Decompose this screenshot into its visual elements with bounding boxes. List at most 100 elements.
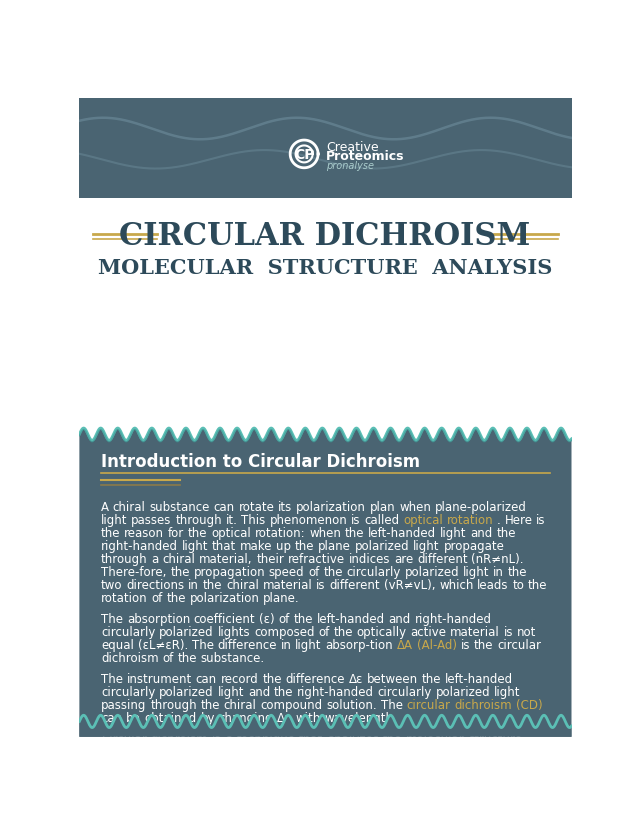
Text: vibrating: vibrating <box>298 772 351 784</box>
Text: indices: indices <box>349 552 391 566</box>
Text: Introduction to Circular Dichroism: Introduction to Circular Dichroism <box>101 453 420 470</box>
Text: polarization: polarization <box>190 591 260 604</box>
Text: is: is <box>212 732 222 745</box>
Text: ΔA: ΔA <box>397 638 413 652</box>
Text: structure: structure <box>469 732 523 745</box>
Text: and: and <box>389 613 411 625</box>
Text: used: used <box>314 758 342 772</box>
Text: light: light <box>494 686 521 698</box>
Text: difference: difference <box>217 638 277 652</box>
Text: their: their <box>257 552 284 566</box>
Text: is: is <box>316 579 326 591</box>
Text: is: is <box>460 638 470 652</box>
Text: two: two <box>223 758 244 772</box>
Text: is: is <box>536 513 545 526</box>
Text: the: the <box>508 566 527 579</box>
Text: material: material <box>450 625 500 638</box>
Text: .: . <box>497 513 501 526</box>
Text: circular: circular <box>346 758 390 772</box>
Text: dichroism: dichroism <box>150 732 208 745</box>
Text: can: can <box>213 500 235 513</box>
Text: plane.: plane. <box>264 591 300 604</box>
Text: optical: optical <box>403 513 443 526</box>
Text: left-handed: left-handed <box>368 527 436 539</box>
Text: Here: Here <box>168 758 196 772</box>
Text: difference: difference <box>286 672 345 686</box>
Text: electronic: electronic <box>101 772 159 784</box>
Text: rotation:: rotation: <box>255 527 305 539</box>
Text: through: through <box>175 513 222 526</box>
Text: called: called <box>364 513 399 526</box>
Text: light: light <box>413 539 440 552</box>
Text: circular: circular <box>497 638 541 652</box>
Text: is: is <box>351 513 361 526</box>
Text: the: the <box>201 699 220 711</box>
Text: circularly: circularly <box>101 686 156 698</box>
Text: light: light <box>463 566 490 579</box>
Text: commonly: commonly <box>248 758 310 772</box>
Text: the: the <box>295 539 314 552</box>
Text: refractive: refractive <box>288 552 345 566</box>
Text: can: can <box>196 672 217 686</box>
Text: (Al-Ad): (Al-Ad) <box>417 638 457 652</box>
Text: (CD): (CD) <box>516 699 542 711</box>
Text: the: the <box>528 579 547 591</box>
Text: technique: technique <box>236 732 295 745</box>
Text: the: the <box>323 566 343 579</box>
Text: absorption: absorption <box>215 745 277 758</box>
Text: when: when <box>309 527 341 539</box>
Text: polarized: polarized <box>159 625 214 638</box>
Text: in: in <box>493 566 504 579</box>
Text: by: by <box>201 711 215 724</box>
Text: plan: plan <box>370 500 396 513</box>
Text: record: record <box>221 672 258 686</box>
Text: rotation: rotation <box>101 591 148 604</box>
Text: right-handed: right-handed <box>415 613 491 625</box>
Text: propagation: propagation <box>194 566 265 579</box>
Text: that: that <box>212 539 236 552</box>
Text: left-handed: left-handed <box>445 672 513 686</box>
Text: plane-polarized: plane-polarized <box>435 500 526 513</box>
Text: Δε: Δε <box>349 672 363 686</box>
Text: substance: substance <box>149 500 210 513</box>
Text: and: and <box>470 527 493 539</box>
Bar <box>79 99 572 199</box>
Text: active: active <box>410 625 446 638</box>
Text: are: are <box>394 552 413 566</box>
Text: coefficient: coefficient <box>194 613 255 625</box>
Text: Circular: Circular <box>101 732 147 745</box>
Text: directions: directions <box>126 579 184 591</box>
Text: optical: optical <box>211 527 251 539</box>
Text: right-handed: right-handed <box>101 539 178 552</box>
Text: make: make <box>240 539 272 552</box>
Polygon shape <box>79 715 572 737</box>
Text: dichroism: dichroism <box>454 699 512 711</box>
Text: it.: it. <box>226 513 237 526</box>
Text: (vR≠vL),: (vR≠vL), <box>384 579 436 591</box>
Text: Proteomics: Proteomics <box>326 150 404 163</box>
Text: polarized: polarized <box>344 745 399 758</box>
Text: dichroism: dichroism <box>394 758 451 772</box>
Text: molecules.: molecules. <box>101 758 164 772</box>
Text: with: with <box>295 711 320 724</box>
Text: light: light <box>440 527 467 539</box>
Text: which: which <box>439 579 474 591</box>
Text: reason: reason <box>124 527 164 539</box>
Text: the: the <box>274 686 293 698</box>
Text: molecular: molecular <box>406 732 465 745</box>
Text: phenomenon: phenomenon <box>269 513 347 526</box>
Text: in: in <box>188 579 199 591</box>
Text: rotate: rotate <box>239 500 274 513</box>
Text: the: the <box>262 672 282 686</box>
Text: instrument: instrument <box>127 672 192 686</box>
Text: compound: compound <box>260 699 323 711</box>
Text: polarized: polarized <box>404 566 459 579</box>
Text: solution.: solution. <box>326 699 377 711</box>
Text: the: the <box>203 579 222 591</box>
Text: a: a <box>152 552 159 566</box>
Text: The: The <box>101 613 123 625</box>
Text: of: of <box>308 566 319 579</box>
Text: (nR≠nL).: (nR≠nL). <box>471 552 524 566</box>
Text: polarized: polarized <box>436 686 491 698</box>
Text: for: for <box>168 527 184 539</box>
